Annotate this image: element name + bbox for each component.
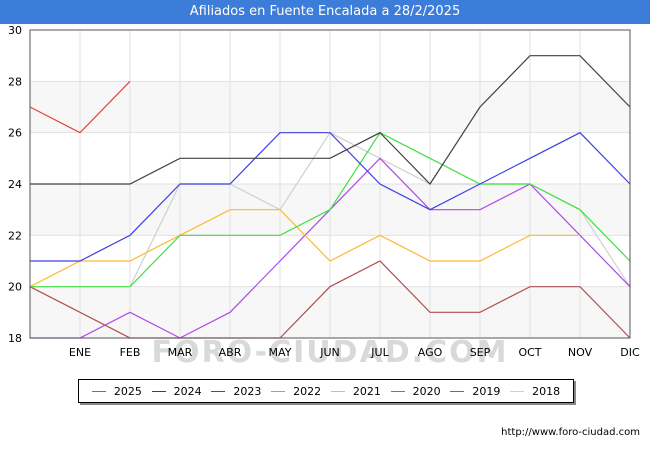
watermark-text: FORO-CIUDAD.COM (152, 335, 509, 370)
legend-label-2018: 2018 (532, 384, 561, 398)
legend-label-2024: 2024 (173, 384, 202, 398)
y-tick-label-6: 30 (8, 24, 22, 37)
legend-swatch-2021 (330, 390, 345, 392)
chart-title: Afiliados en Fuente Encalada a 28/2/2025 (0, 0, 650, 24)
legend-item-2024: 2024 (151, 384, 202, 398)
legend-label-2022: 2022 (293, 384, 322, 398)
series-line-2024 (30, 55, 631, 185)
y-tick-label-5: 28 (8, 75, 22, 88)
legend-swatch-2023 (211, 390, 226, 392)
x-tick-label-oct: OCT (518, 346, 541, 359)
x-tick-label-sep: SEP (470, 346, 491, 359)
legend-item-2018: 2018 (510, 385, 560, 398)
x-tick-label-jul: JUL (370, 346, 389, 359)
x-tick-label-nov: NOV (568, 346, 593, 359)
legend-label-2023: 2023 (233, 384, 262, 398)
legend-label-2021: 2021 (352, 384, 381, 398)
legend-swatch-2020 (390, 390, 405, 392)
y-tick-label-1: 20 (8, 281, 22, 294)
y-tick-label-4: 26 (8, 127, 22, 140)
series-line-2021 (29, 209, 580, 288)
x-tick-label-abr: ABR (219, 346, 242, 359)
legend-swatch-2025 (91, 390, 106, 392)
legend-item-2020: 2020 (390, 384, 441, 398)
legend-item-2022: 2022 (271, 385, 321, 398)
legend-label-2020: 2020 (412, 384, 441, 398)
legend-label-2019: 2019 (472, 384, 501, 398)
y-tick-label-3: 24 (8, 178, 22, 191)
legend-swatch-2022 (271, 390, 286, 392)
legend-item-2025: 2025 (91, 384, 142, 398)
series-line-2022 (30, 131, 631, 288)
series-line-2025 (29, 80, 131, 134)
legend-swatch-2019 (450, 390, 465, 392)
x-tick-label-ene: ENE (69, 346, 91, 359)
axes: 18 20 22 24 26 28 30 ENE FEB MAR ABR MAY JUN JUL AGO SE… (8, 24, 640, 359)
legend-label-2025: 2025 (113, 384, 142, 398)
source-credit: http://www.foro-ciudad.com (501, 427, 640, 438)
y-tick-label-0: 18 (8, 332, 22, 345)
x-tick-label-mar: MAR (168, 346, 193, 359)
x-tick-label-jun: JUN (319, 346, 340, 359)
legend-swatch-2018 (510, 390, 525, 392)
x-tick-label-may: MAY (269, 346, 292, 359)
x-tick-label-feb: FEB (120, 346, 141, 359)
legend-swatch-2024 (151, 390, 166, 392)
x-tick-label-dic: DIC (620, 346, 640, 359)
legend-item-2021: 2021 (330, 384, 381, 398)
legend: 2025 2024 2023 2022 2021 2020 2019 2018 (78, 379, 574, 403)
plot-frame (29, 29, 631, 339)
series-line-2023 (30, 131, 631, 262)
y-tick-label-2: 22 (8, 229, 22, 242)
x-tick-label-ago: AGO (418, 346, 443, 359)
legend-item-2019: 2019 (450, 385, 500, 398)
legend-item-2023: 2023 (211, 385, 261, 398)
